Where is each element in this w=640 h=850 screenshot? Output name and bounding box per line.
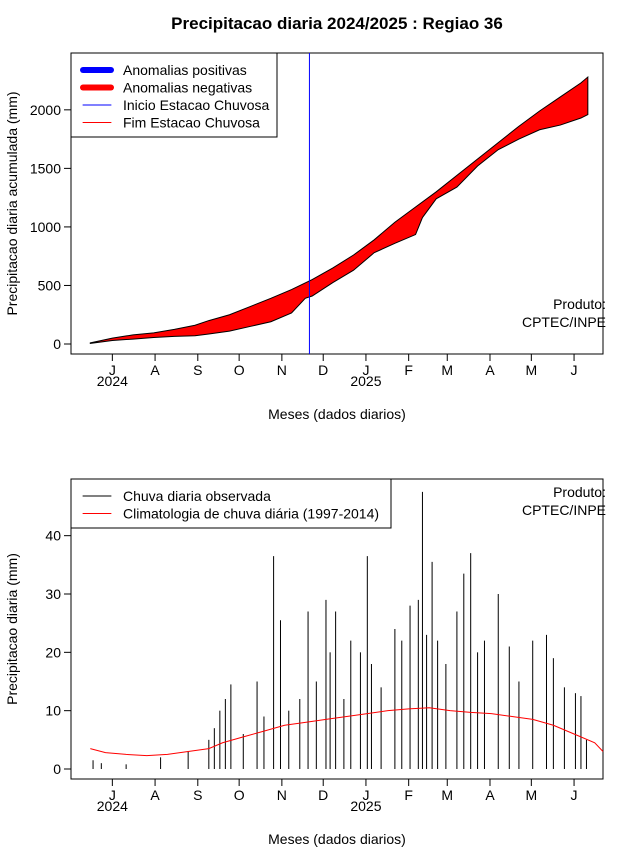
chart-title: Precipitacao diaria 2024/2025 : Regiao 3… — [171, 14, 503, 33]
bottom-legend-box — [70, 478, 392, 529]
top-product-label-line2: CPTEC/INPE — [522, 314, 606, 330]
top-y-axis-title: Precipitacao diaria acumulada (mm) — [4, 91, 20, 315]
bottom-y-axis-title: Precipitacao diaria (mm) — [4, 553, 20, 705]
top-y-tick-label: 500 — [38, 277, 62, 293]
bottom-x-tick-label: A — [150, 787, 160, 803]
bottom-year-label: 2025 — [350, 798, 381, 814]
bottom-y-tick-label: 40 — [45, 528, 61, 544]
bottom-y-tick-label: 0 — [53, 761, 61, 777]
top-y-tick-label: 1500 — [30, 160, 61, 176]
top-y-tick-label: 2000 — [30, 102, 61, 118]
top-x-tick-label: A — [150, 362, 160, 378]
bottom-x-tick-label: S — [193, 787, 202, 803]
top-plot-frame — [70, 52, 604, 355]
top-x-tick-label: J — [571, 362, 578, 378]
bottom-x-tick-label: M — [525, 787, 537, 803]
bottom-x-tick-label: A — [485, 787, 495, 803]
bottom-y-tick-label: 20 — [45, 644, 61, 660]
top-x-tick-label: O — [234, 362, 245, 378]
top-x-tick-label: J — [362, 362, 369, 378]
top-x-tick-label: S — [193, 362, 202, 378]
top-x-tick-label: N — [277, 362, 287, 378]
bottom-y-tick-label: 30 — [45, 586, 61, 602]
top-x-tick-label: M — [525, 362, 537, 378]
bottom-x-axis-title: Meses (dados diarios) — [268, 831, 406, 847]
bottom-x-tick-label: N — [277, 787, 287, 803]
top-y-tick-label: 1000 — [30, 219, 61, 235]
top-legend-label: Anomalias negativas — [123, 80, 252, 96]
bottom-year-label: 2024 — [97, 798, 128, 814]
top-product-label-line1: Produto: — [553, 296, 606, 312]
top-legend-label: Anomalias positivas — [123, 62, 247, 78]
top-x-axis-title: Meses (dados diarios) — [268, 406, 406, 422]
top-x-tick-label: M — [441, 362, 453, 378]
bottom-legend-label: Chuva diaria observada — [123, 488, 271, 504]
climatology-line — [90, 707, 604, 757]
bottom-x-tick-label: J — [571, 787, 578, 803]
top-x-tick-label: A — [485, 362, 495, 378]
bottom-product-label-line2: CPTEC/INPE — [522, 502, 606, 518]
top-y-tick-label: 0 — [53, 336, 61, 352]
top-year-label: 2024 — [97, 373, 128, 389]
top-x-tick-label: J — [109, 362, 116, 378]
top-legend-label: Inicio Estacao Chuvosa — [123, 97, 270, 113]
top-year-label: 2025 — [350, 373, 381, 389]
bottom-x-tick-label: J — [109, 787, 116, 803]
bottom-legend-label: Climatologia de chuva diária (1997-2014) — [123, 506, 379, 522]
top-x-tick-label: F — [404, 362, 413, 378]
top-x-tick-label: D — [318, 362, 328, 378]
bottom-x-tick-label: D — [318, 787, 328, 803]
bottom-y-tick-label: 10 — [45, 703, 61, 719]
bottom-x-tick-label: J — [362, 787, 369, 803]
negative-anomaly-area — [89, 75, 589, 344]
bottom-x-tick-label: F — [404, 787, 413, 803]
bottom-x-tick-label: M — [441, 787, 453, 803]
bottom-x-tick-label: O — [234, 787, 245, 803]
top-legend-label: Fim Estacao Chuvosa — [123, 115, 260, 131]
bottom-product-label-line1: Produto: — [553, 484, 606, 500]
